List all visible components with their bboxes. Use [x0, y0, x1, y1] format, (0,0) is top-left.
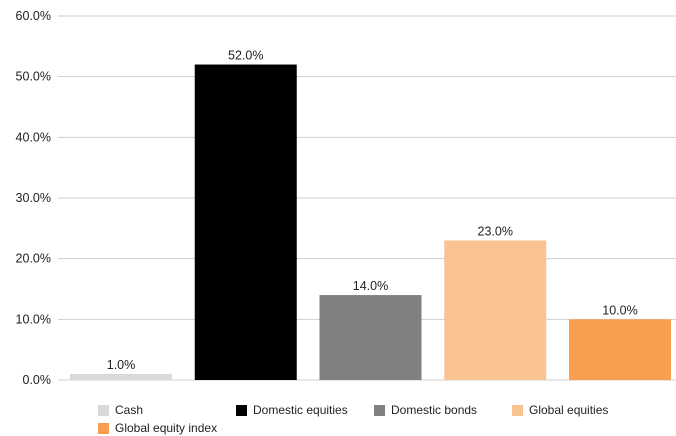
- y-tick-label: 60.0%: [16, 9, 51, 23]
- legend-label: Global equities: [529, 403, 609, 417]
- data-label: 23.0%: [478, 224, 513, 238]
- legend-item: Domestic equities: [236, 402, 374, 418]
- y-tick-label: 40.0%: [16, 130, 51, 144]
- y-axis: 0.0% 10.0% 20.0% 30.0% 40.0% 50.0% 60.0%: [16, 9, 51, 387]
- bar-domestic-equities: [194, 64, 297, 381]
- data-label: 14.0%: [353, 279, 388, 293]
- legend-item: Global equities: [512, 402, 662, 418]
- legend-label: Domestic equities: [253, 403, 348, 417]
- y-tick-label: 30.0%: [16, 191, 51, 205]
- legend-swatch: [98, 422, 109, 434]
- legend-label: Domestic bonds: [391, 403, 478, 417]
- data-label: 52.0%: [228, 49, 263, 63]
- y-tick-label: 50.0%: [16, 70, 51, 84]
- bars: [70, 64, 671, 381]
- y-tick-label: 0.0%: [23, 373, 52, 387]
- bar-global-equities: [444, 240, 547, 380]
- legend-swatch: [512, 404, 523, 416]
- legend-swatch: [374, 404, 385, 416]
- legend-item: Domestic bonds: [374, 402, 512, 418]
- gridlines: [58, 15, 676, 381]
- bar-global-equity-index: [569, 319, 671, 380]
- legend: Cash Domestic equities Domestic bonds Globa…: [98, 402, 668, 436]
- legend-label: Global equity index: [115, 421, 218, 435]
- legend-item: Global equity index: [98, 420, 298, 436]
- bar-cash: [70, 373, 172, 380]
- bar-domestic-bonds: [319, 295, 422, 380]
- data-label: 1.0%: [107, 358, 136, 372]
- data-labels: 1.0% 52.0% 14.0% 23.0% 10.0%: [107, 49, 638, 372]
- legend-swatch: [98, 404, 109, 416]
- y-tick-label: 10.0%: [16, 312, 51, 326]
- legend-swatch: [236, 404, 247, 416]
- legend-item: Cash: [98, 402, 236, 418]
- legend-label: Cash: [115, 403, 144, 417]
- data-label: 10.0%: [602, 303, 637, 317]
- y-tick-label: 20.0%: [16, 252, 51, 266]
